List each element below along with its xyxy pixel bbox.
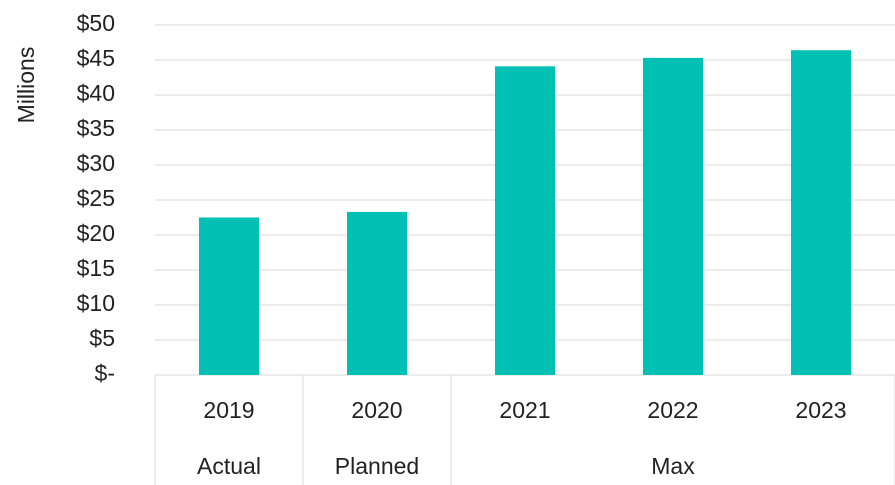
x-tick-label: 2019 bbox=[203, 397, 254, 423]
x-tick-label: 2020 bbox=[351, 397, 402, 423]
y-tick-label: $35 bbox=[77, 115, 115, 141]
y-tick-label: $20 bbox=[77, 220, 115, 246]
y-tick-label: $15 bbox=[77, 255, 115, 281]
y-tick-label: $45 bbox=[77, 45, 115, 71]
bar bbox=[643, 57, 703, 376]
y-tick-label: $25 bbox=[77, 185, 115, 211]
y-tick-label: $5 bbox=[89, 325, 115, 351]
y-axis-label: Millions bbox=[13, 47, 39, 124]
bar bbox=[347, 211, 407, 375]
x-tick-label: 2022 bbox=[647, 397, 698, 423]
group-label: Planned bbox=[335, 453, 419, 479]
bar bbox=[199, 217, 259, 375]
x-tick-label: 2021 bbox=[499, 397, 550, 423]
y-tick-label: $40 bbox=[77, 80, 115, 106]
y-tick-label: $30 bbox=[77, 150, 115, 176]
group-label: Max bbox=[651, 453, 695, 479]
y-tick-label: $10 bbox=[77, 290, 115, 316]
bar bbox=[495, 66, 555, 376]
group-label: Actual bbox=[197, 453, 261, 479]
bar bbox=[791, 50, 851, 375]
y-tick-label: $- bbox=[95, 360, 115, 386]
y-tick-label: $50 bbox=[77, 10, 115, 36]
x-tick-label: 2023 bbox=[795, 397, 846, 423]
